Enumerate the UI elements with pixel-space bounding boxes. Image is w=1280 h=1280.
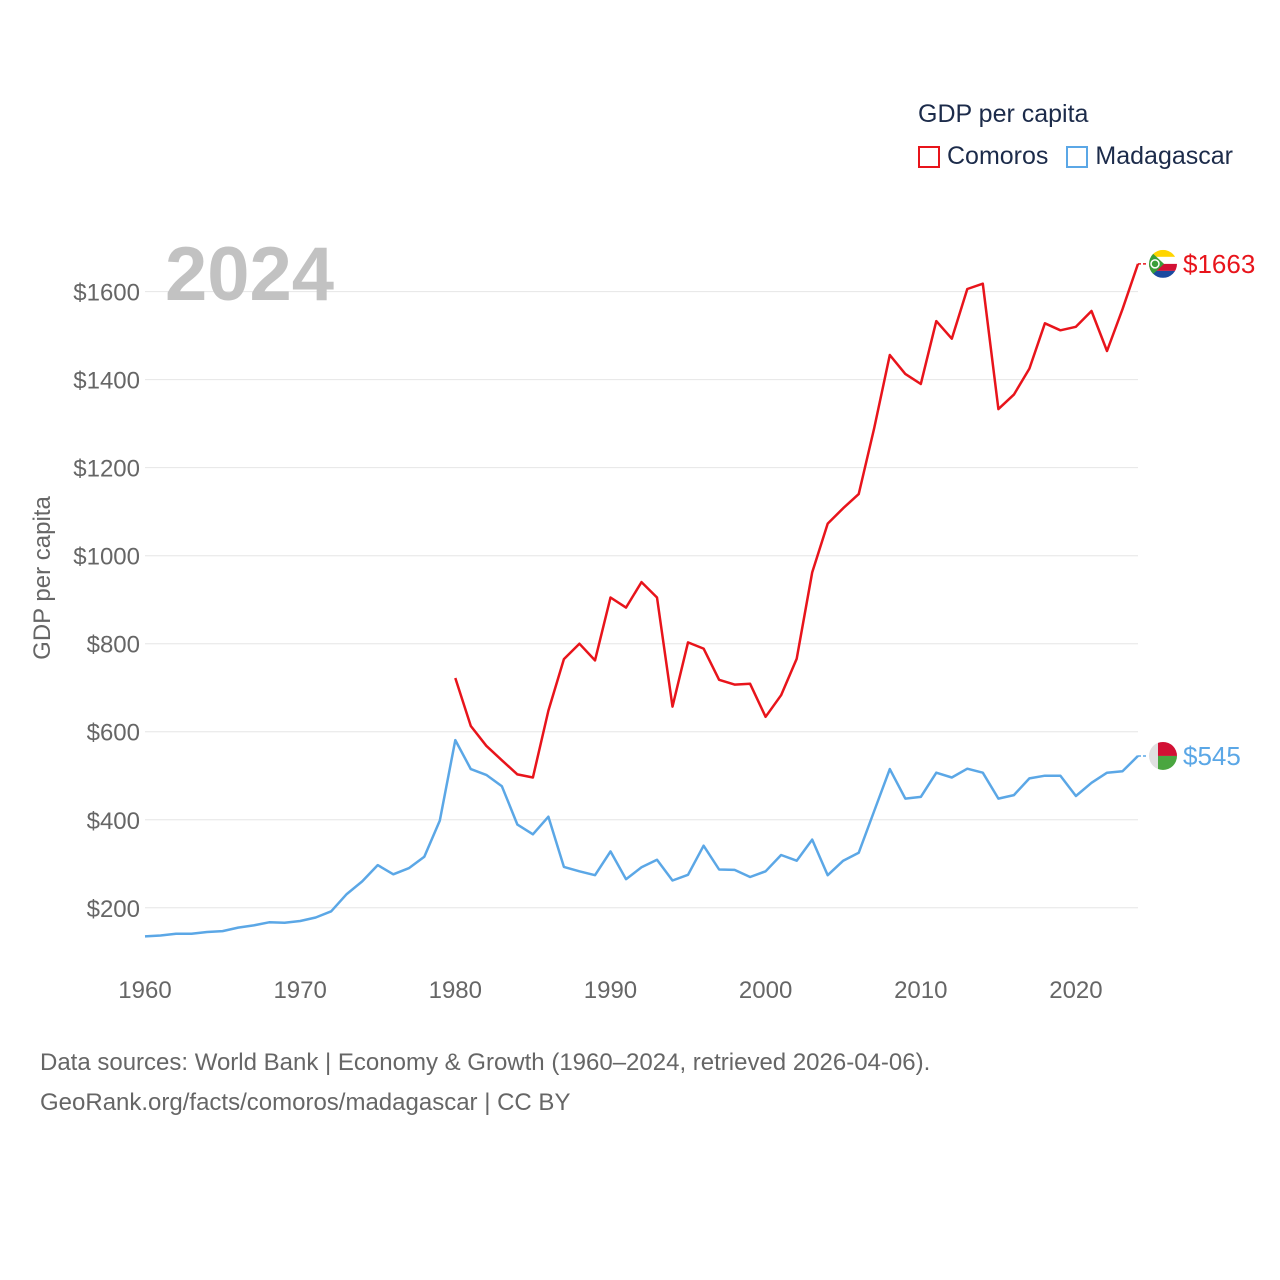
legend-label-comoros: Comoros	[947, 142, 1049, 170]
gridlines	[145, 291, 1138, 909]
x-tick-label: 1980	[429, 977, 482, 1004]
series-end-label: $1663	[1183, 249, 1255, 279]
y-tick-label: $1600	[73, 280, 140, 307]
x-tick-label: 2020	[1049, 977, 1102, 1004]
legend-label-madagascar: Madagascar	[1095, 142, 1233, 170]
x-tick-label: 1960	[118, 977, 171, 1004]
legend-item-madagascar[interactable]: Madagascar	[1066, 142, 1233, 171]
y-tick-label: $400	[87, 808, 140, 835]
comoros-flag-icon	[1149, 249, 1177, 278]
x-tick-label: 1990	[584, 977, 637, 1004]
footer: Data sources: World Bank | Economy & Gro…	[40, 1043, 930, 1123]
x-tick-label: 2010	[894, 977, 947, 1004]
x-tick-label: 2000	[739, 977, 792, 1004]
series-line-comoros	[454, 263, 1140, 779]
madagascar-flag-icon	[1149, 741, 1177, 770]
legend-swatch-comoros	[918, 145, 940, 168]
y-tick-label: $200	[87, 896, 140, 923]
y-axis-label: GDP per capita	[29, 496, 56, 660]
series-end-label: $545	[1183, 741, 1241, 771]
x-tick-label: 1970	[273, 977, 326, 1004]
series-lines	[144, 263, 1140, 938]
series-line-madagascar	[144, 738, 1139, 938]
y-tick-label: $800	[87, 632, 140, 659]
footer-link[interactable]: GeoRank.org/facts/comoros/madagascar | C…	[40, 1089, 571, 1116]
legend-swatch-madagascar	[1066, 145, 1089, 168]
series-end-markers: $1663 $545	[1138, 249, 1255, 771]
y-tick-label: $600	[87, 720, 140, 747]
footer-sources: Data sources: World Bank | Economy & Gro…	[40, 1049, 931, 1076]
y-axis-ticks: $200 $400 $600 $800 $1000 $1200 $1400 $1600	[73, 280, 140, 923]
legend-title: GDP per capita	[918, 100, 1089, 128]
y-tick-label: $1200	[73, 456, 140, 483]
legend: Comoros Madagascar	[918, 142, 1251, 171]
legend-item-comoros[interactable]: Comoros	[918, 142, 1048, 171]
y-tick-label: $1400	[73, 368, 140, 395]
x-axis-ticks: 1960 1970 1980 1990 2000 2010 2020	[118, 977, 1102, 1004]
y-tick-label: $1000	[73, 544, 140, 571]
year-label: 2024	[165, 232, 334, 317]
